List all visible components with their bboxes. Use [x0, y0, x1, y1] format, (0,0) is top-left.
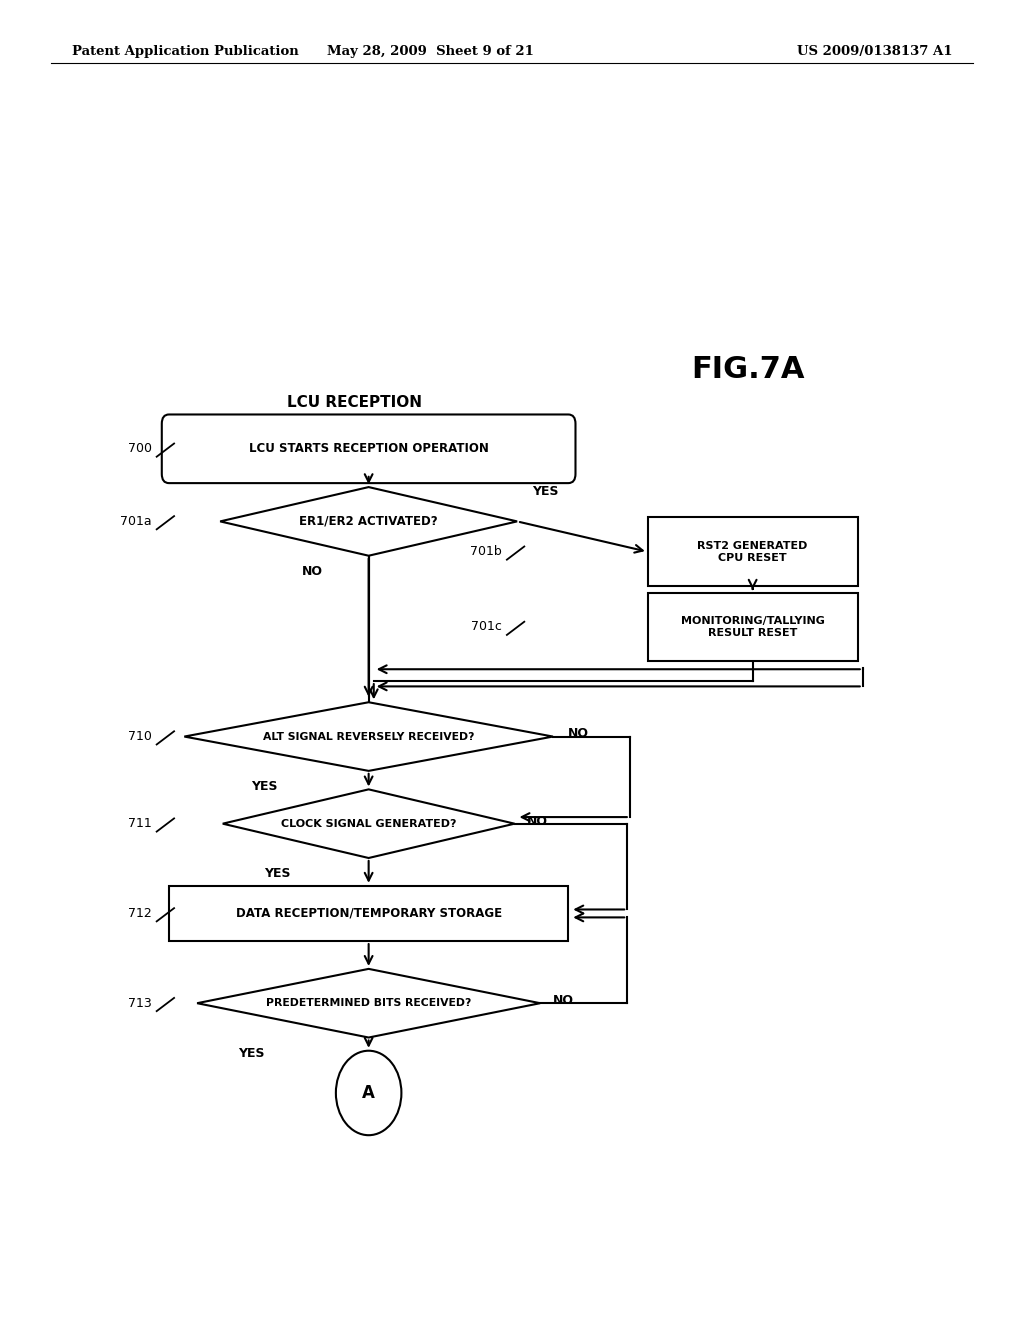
Text: NO: NO — [553, 994, 573, 1007]
Text: A: A — [362, 1084, 375, 1102]
Text: 701a: 701a — [120, 515, 152, 528]
FancyBboxPatch shape — [162, 414, 575, 483]
Text: US 2009/0138137 A1: US 2009/0138137 A1 — [797, 45, 952, 58]
Bar — [647, 517, 857, 586]
Text: YES: YES — [264, 867, 290, 880]
Polygon shape — [223, 789, 514, 858]
Text: YES: YES — [238, 1047, 264, 1060]
Text: RST2 GENERATED
CPU RESET: RST2 GENERATED CPU RESET — [697, 541, 808, 562]
Polygon shape — [184, 702, 553, 771]
Text: Patent Application Publication: Patent Application Publication — [72, 45, 298, 58]
Text: FIG.7A: FIG.7A — [691, 355, 804, 384]
Text: MONITORING/TALLYING
RESULT RESET: MONITORING/TALLYING RESULT RESET — [681, 616, 824, 638]
Text: NO: NO — [302, 565, 323, 578]
Text: YES: YES — [532, 484, 559, 498]
Text: ALT SIGNAL REVERSELY RECEIVED?: ALT SIGNAL REVERSELY RECEIVED? — [263, 731, 474, 742]
Text: 701c: 701c — [471, 620, 502, 634]
Polygon shape — [220, 487, 517, 556]
Text: DATA RECEPTION/TEMPORARY STORAGE: DATA RECEPTION/TEMPORARY STORAGE — [236, 907, 502, 920]
Polygon shape — [197, 969, 541, 1038]
Text: LCU RECEPTION: LCU RECEPTION — [287, 395, 422, 411]
Text: 712: 712 — [128, 907, 152, 920]
Text: 701b: 701b — [470, 545, 502, 558]
Text: 710: 710 — [128, 730, 152, 743]
Text: 713: 713 — [128, 997, 152, 1010]
Ellipse shape — [336, 1051, 401, 1135]
Text: NO: NO — [526, 814, 548, 828]
Text: CLOCK SIGNAL GENERATED?: CLOCK SIGNAL GENERATED? — [281, 818, 457, 829]
Text: YES: YES — [251, 780, 278, 793]
Bar — [647, 593, 857, 661]
Text: ER1/ER2 ACTIVATED?: ER1/ER2 ACTIVATED? — [299, 515, 438, 528]
Text: LCU STARTS RECEPTION OPERATION: LCU STARTS RECEPTION OPERATION — [249, 442, 488, 455]
Bar — [169, 886, 568, 941]
Text: PREDETERMINED BITS RECEIVED?: PREDETERMINED BITS RECEIVED? — [266, 998, 471, 1008]
Text: NO: NO — [568, 727, 590, 741]
Text: May 28, 2009  Sheet 9 of 21: May 28, 2009 Sheet 9 of 21 — [327, 45, 534, 58]
Text: 700: 700 — [128, 442, 152, 455]
Text: 711: 711 — [128, 817, 152, 830]
